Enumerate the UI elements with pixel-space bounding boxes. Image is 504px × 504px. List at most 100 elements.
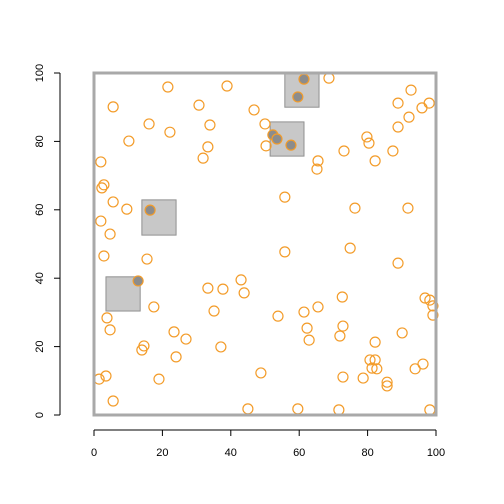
y-tick-label: 60 bbox=[34, 204, 46, 216]
point bbox=[248, 104, 260, 116]
point bbox=[396, 327, 408, 339]
point bbox=[96, 182, 108, 194]
y-tick-label: 40 bbox=[34, 272, 46, 284]
point bbox=[292, 403, 304, 415]
point bbox=[215, 341, 227, 353]
point bbox=[405, 84, 417, 96]
x-tick-label: 0 bbox=[91, 447, 97, 459]
point bbox=[197, 152, 209, 164]
point bbox=[419, 292, 431, 304]
point bbox=[180, 333, 192, 345]
x-tick-label: 20 bbox=[156, 447, 168, 459]
region bbox=[141, 199, 177, 236]
point bbox=[107, 395, 119, 407]
point bbox=[260, 140, 272, 152]
y-tick-label: 80 bbox=[34, 135, 46, 147]
point bbox=[101, 312, 113, 324]
y-tick-label: 0 bbox=[34, 412, 46, 418]
point bbox=[100, 370, 112, 382]
point bbox=[336, 291, 348, 303]
point bbox=[387, 145, 399, 157]
point bbox=[162, 81, 174, 93]
point bbox=[364, 354, 376, 366]
point bbox=[104, 228, 116, 240]
plot-box bbox=[92, 71, 438, 417]
point bbox=[311, 163, 323, 175]
point bbox=[369, 155, 381, 167]
point bbox=[121, 203, 133, 215]
point bbox=[98, 250, 110, 262]
point bbox=[95, 215, 107, 227]
point bbox=[259, 118, 271, 130]
x-tick-label: 80 bbox=[361, 447, 373, 459]
point bbox=[285, 139, 297, 151]
point bbox=[242, 403, 254, 415]
point bbox=[333, 404, 345, 416]
point bbox=[301, 322, 313, 334]
point bbox=[312, 301, 324, 313]
point bbox=[153, 373, 165, 385]
point bbox=[279, 191, 291, 203]
point bbox=[424, 404, 436, 416]
point bbox=[217, 283, 229, 295]
point bbox=[272, 310, 284, 322]
point bbox=[141, 253, 153, 265]
x-tick-label: 40 bbox=[225, 447, 237, 459]
point bbox=[104, 324, 116, 336]
point bbox=[107, 101, 119, 113]
point bbox=[303, 334, 315, 346]
y-tick-label: 100 bbox=[34, 64, 46, 82]
point bbox=[334, 330, 346, 342]
point bbox=[168, 326, 180, 338]
point bbox=[271, 133, 283, 145]
point bbox=[95, 156, 107, 168]
point bbox=[392, 257, 404, 269]
point bbox=[221, 80, 233, 92]
point bbox=[416, 102, 428, 114]
point bbox=[298, 73, 310, 85]
point bbox=[238, 287, 250, 299]
point bbox=[392, 121, 404, 133]
point bbox=[235, 274, 247, 286]
point bbox=[292, 91, 304, 103]
point bbox=[136, 344, 148, 356]
point bbox=[402, 202, 414, 214]
point bbox=[148, 301, 160, 313]
point bbox=[144, 204, 156, 216]
point bbox=[381, 376, 393, 388]
point bbox=[337, 320, 349, 332]
point bbox=[323, 72, 335, 84]
point bbox=[132, 275, 144, 287]
point bbox=[204, 119, 216, 131]
point bbox=[202, 282, 214, 294]
point bbox=[98, 179, 110, 191]
point bbox=[371, 363, 383, 375]
point bbox=[357, 372, 369, 384]
point bbox=[202, 141, 214, 153]
point bbox=[312, 155, 324, 167]
point bbox=[279, 246, 291, 258]
point bbox=[427, 300, 439, 312]
point bbox=[363, 137, 375, 149]
point bbox=[143, 118, 155, 130]
point bbox=[427, 309, 439, 321]
point bbox=[403, 111, 415, 123]
point bbox=[381, 380, 393, 392]
point bbox=[255, 367, 267, 379]
y-tick-label: 20 bbox=[34, 340, 46, 352]
point bbox=[208, 305, 220, 317]
point bbox=[423, 97, 435, 109]
point bbox=[409, 363, 421, 375]
point bbox=[338, 145, 350, 157]
point bbox=[361, 131, 373, 143]
point bbox=[298, 306, 310, 318]
point bbox=[164, 126, 176, 138]
point bbox=[349, 202, 361, 214]
point bbox=[170, 351, 182, 363]
point bbox=[107, 196, 119, 208]
point bbox=[366, 362, 378, 374]
point bbox=[337, 371, 349, 383]
point bbox=[369, 336, 381, 348]
